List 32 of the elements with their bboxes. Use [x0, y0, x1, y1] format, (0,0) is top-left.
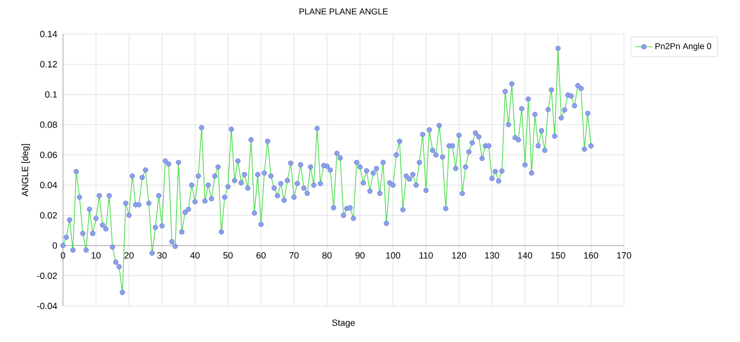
y-tick-label: 0.08	[40, 121, 57, 128]
y-tick-label: 0.04	[40, 182, 58, 188]
y-tick-label: 0.14	[40, 30, 58, 38]
x-tick-label: 30	[157, 252, 167, 259]
x-tick-label: 10	[92, 252, 101, 259]
y-tick-label: 0.06	[40, 152, 57, 158]
x-tick-label: 80	[322, 252, 332, 259]
x-tick-label: 0	[60, 252, 66, 259]
y-tick-label: 0.02	[40, 212, 57, 219]
y-tick-label: 0.12	[40, 61, 57, 68]
x-tick-label: 160	[584, 252, 598, 259]
y-tick-label: -0.02	[37, 272, 57, 279]
x-tick-label: 120	[452, 252, 466, 259]
x-tick-label: 140	[518, 252, 532, 259]
y-tick-label: -0.04	[37, 302, 58, 310]
x-tick-label: 70	[289, 252, 299, 259]
x-axis-title: Stage	[332, 320, 355, 328]
x-tick-label: 170	[617, 252, 632, 259]
y-tick-label: 0	[52, 242, 57, 249]
x-tick-label: 130	[485, 252, 500, 259]
y-tick-label: 0.1	[45, 91, 57, 98]
x-tick-label: 100	[386, 252, 400, 259]
x-tick-label: 90	[355, 252, 365, 259]
x-tick-label: 60	[256, 252, 266, 259]
x-tick-label: 150	[551, 252, 566, 259]
x-tick-label: 110	[420, 252, 433, 259]
x-tick-label: 50	[223, 252, 233, 259]
y-axis-title: ANGLE [deg]	[22, 144, 30, 196]
x-tick-label: 40	[190, 252, 200, 259]
chart-title: PLANE PLANE ANGLE	[300, 8, 388, 14]
x-tick-label: 20	[124, 252, 134, 259]
legend-label: Pn2Pn Angle 0	[655, 42, 712, 51]
